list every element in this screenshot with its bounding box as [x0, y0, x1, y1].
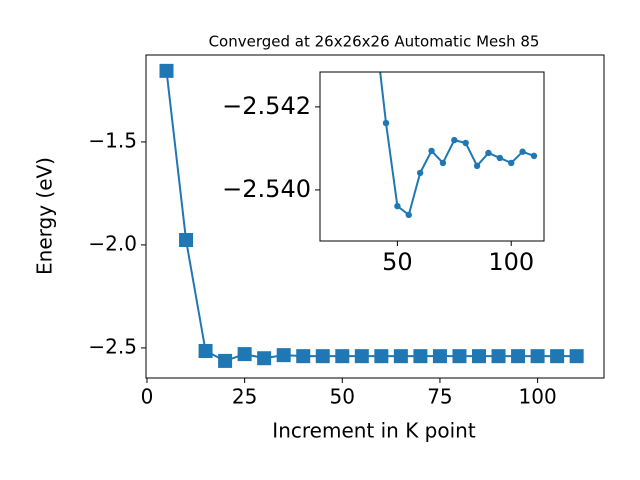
- series-line: [379, 72, 535, 217]
- x-axis-label: Increment in K point: [272, 419, 476, 443]
- x-tick-label: 0: [141, 385, 154, 409]
- marker: [405, 211, 412, 219]
- axes-frame: [145, 54, 605, 379]
- marker: [511, 349, 526, 364]
- x-tick-label: 100: [519, 385, 557, 409]
- marker: [485, 149, 492, 157]
- marker: [530, 152, 538, 160]
- marker: [491, 349, 506, 364]
- marker: [462, 139, 469, 147]
- marker: [439, 159, 447, 167]
- marker: [371, 21, 377, 27]
- y-tick-label: −2.542: [222, 92, 311, 120]
- marker: [508, 159, 515, 167]
- series-line: [165, 70, 577, 362]
- marker: [473, 162, 481, 170]
- marker: [179, 232, 194, 247]
- marker: [198, 344, 213, 359]
- marker: [335, 349, 350, 364]
- marker: [472, 349, 487, 364]
- marker: [550, 349, 565, 364]
- marker: [237, 347, 252, 362]
- y-tick-label: −2.540: [222, 175, 311, 203]
- x-tick-label: 75: [427, 385, 452, 409]
- x-tick-label: 50: [382, 248, 413, 276]
- axes-frame: [319, 71, 545, 242]
- marker: [569, 349, 584, 364]
- y-axis-label: Energy (eV): [33, 157, 57, 275]
- marker: [218, 353, 233, 368]
- marker: [530, 349, 545, 364]
- marker: [413, 349, 428, 364]
- x-tick-label: 100: [488, 248, 534, 276]
- y-tick-label: −2.0: [88, 231, 137, 255]
- marker: [452, 349, 467, 364]
- marker: [315, 349, 330, 364]
- plot-area: [159, 63, 584, 368]
- marker: [393, 349, 408, 364]
- plot-area: [371, 21, 538, 219]
- marker: [257, 351, 272, 366]
- marker: [159, 63, 174, 78]
- marker: [451, 136, 458, 144]
- marker: [416, 169, 424, 177]
- y-tick-label: −2.5: [88, 334, 137, 358]
- marker: [354, 349, 369, 364]
- marker: [519, 148, 526, 155]
- marker: [374, 349, 389, 364]
- marker: [276, 348, 291, 363]
- marker: [432, 349, 447, 364]
- y-tick-label: −1.5: [88, 128, 137, 152]
- marker: [296, 349, 311, 364]
- marker: [428, 147, 435, 155]
- x-tick-label: 25: [232, 385, 257, 409]
- chart-title: Converged at 26x26x26 Automatic Mesh 85: [209, 33, 540, 51]
- x-tick-label: 50: [330, 385, 355, 409]
- marker: [394, 202, 401, 210]
- marker: [382, 119, 390, 127]
- marker: [496, 154, 504, 162]
